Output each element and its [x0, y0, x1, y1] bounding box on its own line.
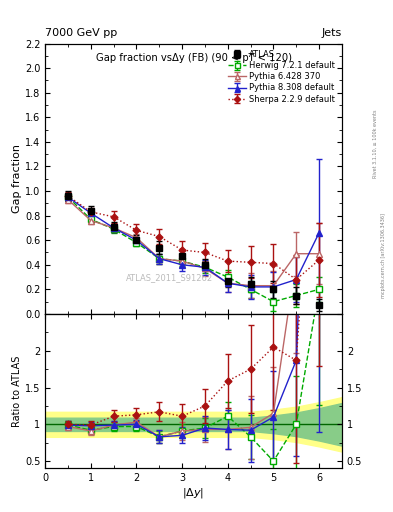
Text: mcplots.cern.ch [arXiv:1306.3436]: mcplots.cern.ch [arXiv:1306.3436]	[381, 214, 386, 298]
Text: ATLAS_2011_S91262: ATLAS_2011_S91262	[126, 273, 213, 282]
X-axis label: $|\Delta y|$: $|\Delta y|$	[182, 486, 205, 500]
Y-axis label: Ratio to ATLAS: Ratio to ATLAS	[12, 355, 22, 427]
Text: Gap fraction vsΔy (FB) (90 < pT < 120): Gap fraction vsΔy (FB) (90 < pT < 120)	[95, 53, 292, 63]
Text: Jets: Jets	[321, 28, 342, 38]
Text: 7000 GeV pp: 7000 GeV pp	[45, 28, 118, 38]
Text: Rivet 3.1.10, ≥ 100k events: Rivet 3.1.10, ≥ 100k events	[373, 109, 378, 178]
Y-axis label: Gap fraction: Gap fraction	[12, 144, 22, 213]
Legend: ATLAS, Herwig 7.2.1 default, Pythia 6.428 370, Pythia 8.308 default, Sherpa 2.2.: ATLAS, Herwig 7.2.1 default, Pythia 6.42…	[225, 48, 338, 106]
